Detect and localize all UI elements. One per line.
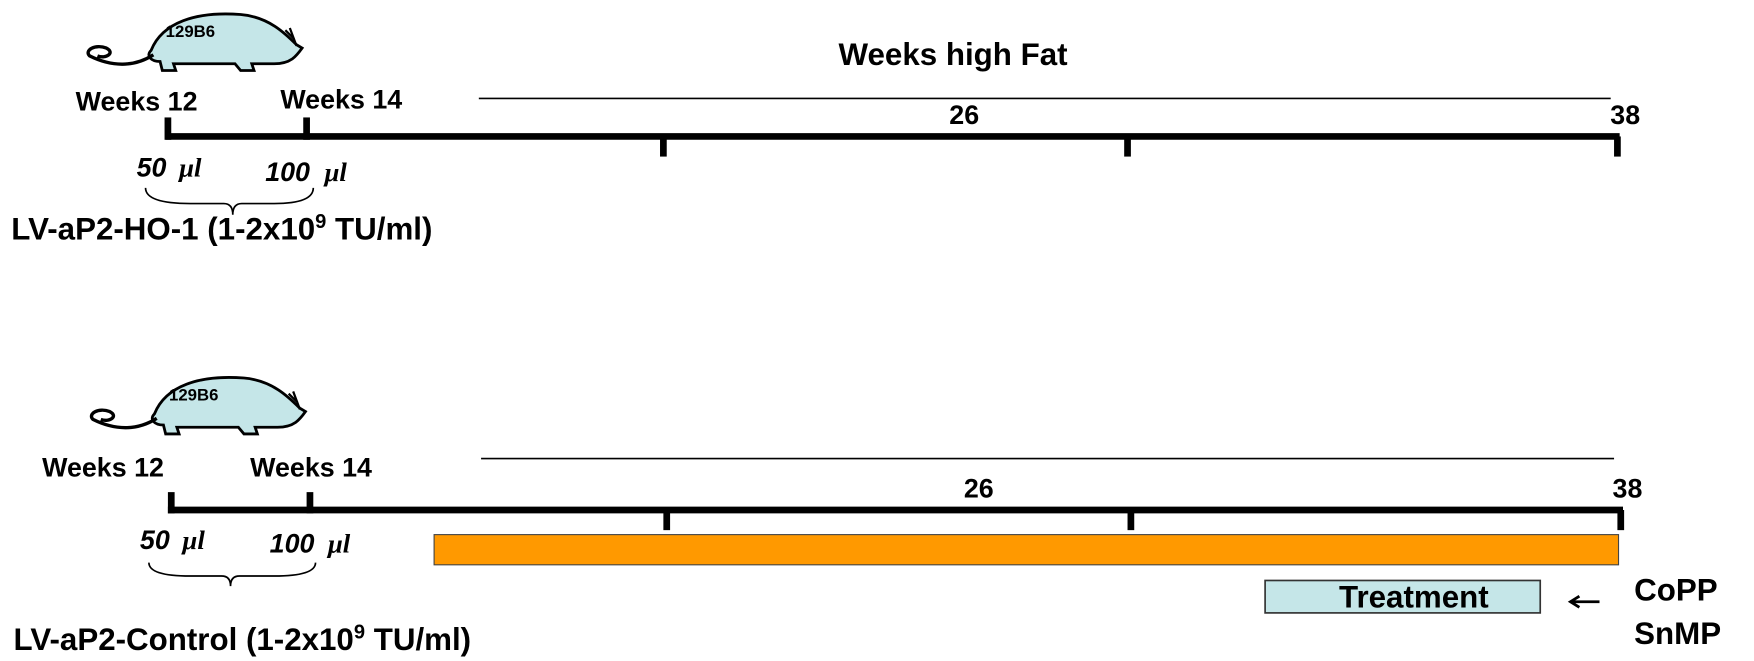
week-label: Weeks 14 bbox=[280, 84, 402, 114]
vector-exponent: 9 bbox=[315, 211, 326, 233]
vector-label: LV-aP2-Control (1-2x109 TU/ml) bbox=[14, 611, 472, 657]
week-label: 38 bbox=[1613, 474, 1643, 504]
week-label: Weeks 14 bbox=[250, 452, 372, 482]
treatment-label: Treatment bbox=[1339, 579, 1489, 614]
week-label: 26 bbox=[964, 474, 994, 504]
drug-label: CoPP bbox=[1634, 573, 1717, 608]
week-label: Weeks 12 bbox=[42, 452, 164, 482]
mouse-icon: 129B6 bbox=[88, 14, 302, 70]
dose-unit: μl bbox=[326, 529, 351, 559]
week-label: 38 bbox=[1610, 100, 1640, 130]
dose: 50 bbox=[140, 525, 170, 555]
vector-unit: TU/ml) bbox=[335, 211, 432, 246]
timeline bbox=[168, 492, 1623, 530]
strain-label: 129B6 bbox=[169, 385, 218, 404]
panel: 129B6 Weeks 12 Weeks 14 26 38 50 μl 100 … bbox=[14, 377, 1722, 656]
dose-unit: μl bbox=[180, 525, 205, 555]
vector-name: LV-aP2-Control (1-2x10 bbox=[14, 622, 354, 657]
dose: 50 bbox=[137, 153, 167, 183]
arrow bbox=[1570, 596, 1599, 607]
drug-label: SnMP bbox=[1634, 616, 1721, 651]
strain-label: 129B6 bbox=[166, 22, 215, 41]
mouse-icon: 129B6 bbox=[91, 377, 305, 433]
week-label: 26 bbox=[949, 100, 979, 130]
dose: 100 bbox=[265, 157, 310, 187]
title: Weeks high Fat bbox=[839, 37, 1069, 72]
vector-unit: TU/ml) bbox=[374, 622, 471, 657]
diagram: Weeks high Fat 129B6 Weeks 12 Weeks 14 2… bbox=[0, 0, 1754, 661]
vector-label: LV-aP2-HO-1 (1-2x109 TU/ml) bbox=[11, 200, 432, 246]
page: {"title": "Weeks high Fat", "panels": [ … bbox=[0, 0, 1754, 661]
panel: 129B6 Weeks 12 Weeks 14 26 38 50 μl 100 … bbox=[11, 14, 1640, 246]
vector-name: LV-aP2-HO-1 (1-2x10 bbox=[11, 211, 315, 246]
dose-unit: μl bbox=[177, 153, 202, 183]
week-label: Weeks 12 bbox=[76, 87, 198, 117]
brace bbox=[149, 563, 316, 586]
high-fat-bar bbox=[434, 535, 1618, 565]
dose-unit: μl bbox=[322, 157, 347, 187]
vector-exponent: 9 bbox=[354, 622, 365, 644]
dose: 100 bbox=[270, 529, 315, 559]
timeline bbox=[166, 117, 1620, 156]
